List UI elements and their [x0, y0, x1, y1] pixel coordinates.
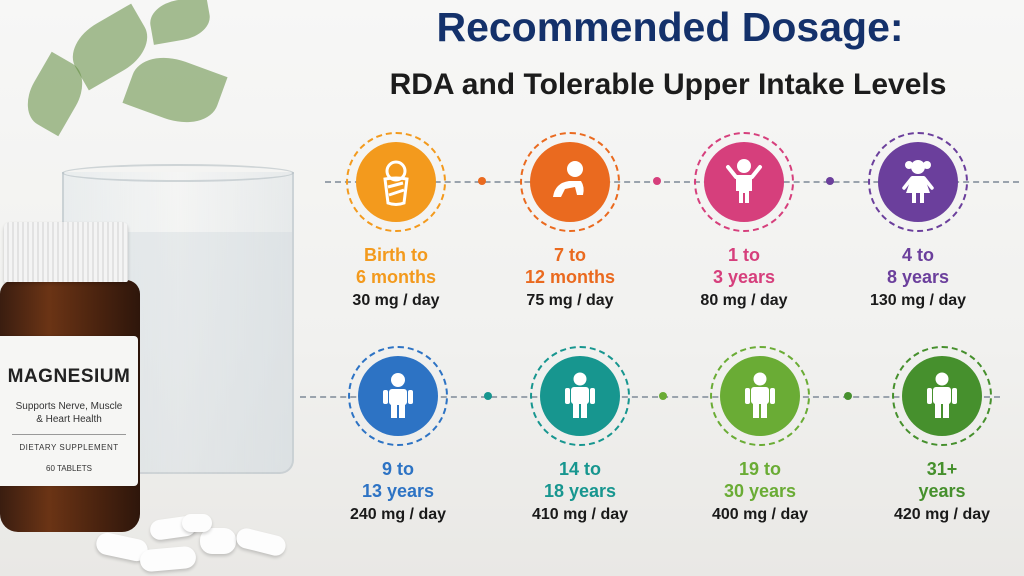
- age-range: 19 to 30 years: [723, 459, 797, 501]
- icon-ring: [520, 132, 620, 232]
- dose-amount: 240 mg / day: [349, 506, 447, 523]
- supplement-bottle: MAGNESIUM Supports Nerve, Muscle & Heart…: [0, 222, 146, 532]
- tablet: [139, 545, 197, 573]
- adult-icon: [902, 356, 982, 436]
- dosage-card-7-12m: 7 to 12 months 75 mg / day: [485, 132, 655, 310]
- dosage-card-4-8y: 4 to 8 years 130 mg / day: [833, 132, 1003, 310]
- connector-dot: [484, 392, 492, 400]
- connector-dot: [826, 177, 834, 185]
- product-count: 60 TABLETS: [46, 464, 92, 473]
- product-name: MAGNESIUM: [7, 366, 131, 387]
- dose-amount: 30 mg / day: [352, 292, 440, 309]
- dosage-card-birth-6m: Birth to 6 months 30 mg / day: [311, 132, 481, 310]
- crawling-baby-icon: [530, 142, 610, 222]
- icon-ring: [694, 132, 794, 232]
- icon-ring: [346, 132, 446, 232]
- icon-ring: [348, 346, 448, 446]
- dose-amount: 420 mg / day: [893, 506, 991, 523]
- swaddled-baby-icon: [356, 142, 436, 222]
- tablet: [182, 514, 212, 532]
- plant-leaf: [122, 46, 228, 134]
- product-scene: MAGNESIUM Supports Nerve, Muscle & Heart…: [0, 0, 300, 576]
- label-divider: [12, 434, 126, 435]
- timeline-connector: [300, 396, 1000, 398]
- age-range: 7 to 12 months: [524, 245, 616, 287]
- page-subtitle: RDA and Tolerable Upper Intake Levels: [389, 68, 947, 101]
- age-range: 31+ years: [918, 459, 966, 501]
- adult-icon: [720, 356, 800, 436]
- plant-leaf: [146, 0, 214, 45]
- tablet: [200, 528, 236, 554]
- dosage-card-19-30y: 19 to 30 years 400 mg / day: [675, 346, 845, 524]
- icon-ring: [868, 132, 968, 232]
- dose-amount: 400 mg / day: [711, 506, 809, 523]
- dose-amount: 130 mg / day: [869, 292, 967, 309]
- age-range: 4 to 8 years: [886, 245, 950, 287]
- teen-icon: [540, 356, 620, 436]
- page-title: Recommended Dosage:: [436, 4, 904, 50]
- icon-ring: [892, 346, 992, 446]
- toddler-icon: [704, 142, 784, 222]
- icon-ring: [710, 346, 810, 446]
- timeline-connector: [325, 181, 1019, 183]
- tablet: [234, 526, 288, 558]
- dosage-card-1-3y: 1 to 3 years 80 mg / day: [659, 132, 829, 310]
- dosage-card-31-plus: 31+ years 420 mg / day: [857, 346, 1024, 524]
- age-range: 9 to 13 years: [361, 459, 435, 501]
- dosage-card-9-13y: 9 to 13 years 240 mg / day: [313, 346, 483, 524]
- bottle-cap: [4, 222, 128, 282]
- icon-ring: [530, 346, 630, 446]
- connector-dot: [659, 392, 667, 400]
- bottle-label: MAGNESIUM Supports Nerve, Muscle & Heart…: [0, 336, 138, 486]
- age-range: 1 to 3 years: [712, 245, 776, 287]
- product-tagline: Supports Nerve, Muscle & Heart Health: [15, 401, 123, 425]
- dosage-card-14-18y: 14 to 18 years 410 mg / day: [495, 346, 665, 524]
- product-category: DIETARY SUPPLEMENT: [19, 443, 119, 452]
- connector-dot: [844, 392, 852, 400]
- age-range: Birth to 6 months: [355, 245, 436, 287]
- connector-dot: [478, 177, 486, 185]
- dose-amount: 410 mg / day: [531, 506, 629, 523]
- child-girl-icon: [878, 142, 958, 222]
- dose-amount: 75 mg / day: [526, 292, 614, 309]
- dose-amount: 80 mg / day: [700, 292, 788, 309]
- glass-rim: [62, 164, 294, 182]
- connector-dot: [653, 177, 661, 185]
- child-icon: [358, 356, 438, 436]
- age-range: 14 to 18 years: [543, 459, 617, 501]
